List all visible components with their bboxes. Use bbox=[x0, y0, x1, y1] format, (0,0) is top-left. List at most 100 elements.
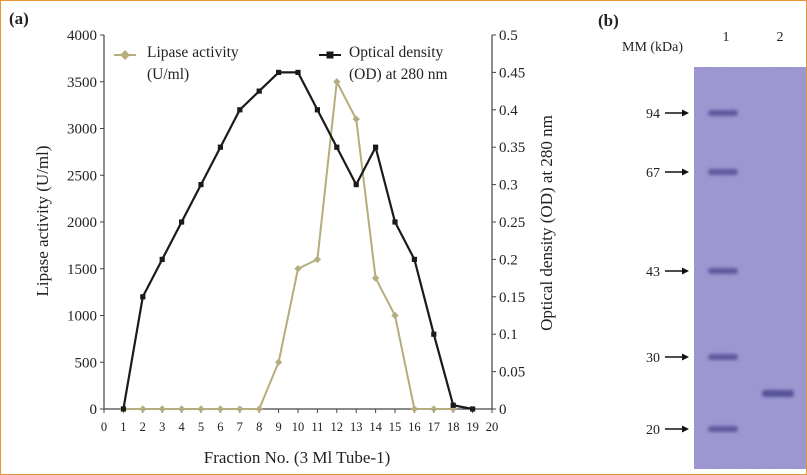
marker-label: 94 bbox=[646, 107, 660, 122]
legend-label-lipase-line2: (U/ml) bbox=[147, 66, 189, 83]
x-tick-label: 17 bbox=[428, 420, 441, 434]
marker-label: 67 bbox=[646, 166, 660, 181]
series-line-lipase bbox=[123, 80, 454, 410]
data-point-lipase bbox=[197, 405, 205, 413]
x-tick-label: 3 bbox=[159, 420, 165, 434]
data-point-od bbox=[217, 144, 223, 150]
left-tick-label: 3500 bbox=[67, 75, 97, 91]
data-point-od bbox=[295, 69, 301, 75]
left-tick-label: 2000 bbox=[67, 215, 97, 231]
x-tick-label: 0 bbox=[101, 420, 107, 434]
legend-item-lipase: Lipase activity (U/ml) bbox=[114, 44, 239, 83]
y-left-axis-title: Lipase activity (U/ml) bbox=[33, 145, 52, 296]
marker-arrowhead bbox=[682, 168, 689, 176]
legend-label-lipase-line1: Lipase activity bbox=[147, 44, 239, 61]
data-point-lipase bbox=[430, 405, 438, 413]
data-point-od bbox=[237, 107, 243, 113]
right-tick-label: 0.1 bbox=[499, 327, 518, 343]
data-point-lipase bbox=[352, 115, 360, 123]
data-point-od bbox=[470, 406, 476, 412]
marker-arrowhead bbox=[682, 353, 689, 361]
right-tick-label: 0.5 bbox=[499, 28, 518, 44]
right-tick-label: 0.05 bbox=[499, 365, 525, 381]
left-tick-label: 500 bbox=[75, 355, 98, 371]
data-point-lipase bbox=[177, 405, 186, 413]
right-tick-label: 0.4 bbox=[499, 103, 518, 119]
data-point-lipase bbox=[255, 405, 263, 413]
data-point-od bbox=[353, 182, 359, 188]
x-tick-label: 6 bbox=[217, 420, 223, 434]
x-tick-label: 2 bbox=[140, 420, 146, 434]
data-point-od bbox=[159, 256, 165, 262]
x-tick-label: 19 bbox=[466, 420, 479, 434]
x-tick-label: 9 bbox=[275, 420, 281, 434]
left-tick-label: 1000 bbox=[67, 309, 97, 325]
marker-band bbox=[708, 110, 738, 116]
data-point-od bbox=[256, 88, 262, 94]
left-tick-label: 2500 bbox=[67, 168, 97, 184]
left-axis-ticks: 0 500 1000 1500 2000 2500 3000 3500 4000 bbox=[67, 28, 104, 418]
x-tick-label: 8 bbox=[256, 420, 262, 434]
gel-texture bbox=[694, 67, 806, 469]
data-point-od bbox=[276, 69, 282, 75]
data-point-od bbox=[120, 406, 126, 412]
marker-band bbox=[708, 169, 738, 175]
sample-band-lane-2 bbox=[762, 390, 794, 397]
right-axis-ticks: 0 0.05 0.1 0.15 0.2 0.25 0.3 0.35 0.4 0.45 0.5 bbox=[492, 28, 525, 418]
marker-label: 30 bbox=[646, 351, 660, 366]
data-point-lipase bbox=[371, 274, 380, 282]
data-point-lipase bbox=[294, 265, 302, 273]
right-tick-label: 0.25 bbox=[499, 215, 525, 231]
x-axis-ticks: 0 1 2 3 4 5 6 7 8 9 10 11 12 13 14 15 16 17 18 19 20 bbox=[101, 409, 498, 434]
x-tick-label: 5 bbox=[198, 420, 204, 434]
x-tick-label: 11 bbox=[311, 420, 323, 434]
x-tick-label: 18 bbox=[447, 420, 460, 434]
legend: Lipase activity (U/ml) Optical density (… bbox=[114, 44, 448, 83]
right-tick-label: 0.3 bbox=[499, 178, 518, 194]
data-point-od bbox=[431, 331, 437, 337]
x-tick-label: 4 bbox=[178, 420, 185, 434]
panel-b-label: (b) bbox=[598, 11, 619, 30]
data-point-od bbox=[140, 294, 146, 300]
right-tick-label: 0.2 bbox=[499, 252, 518, 268]
marker-band bbox=[708, 354, 738, 360]
data-point-od bbox=[314, 107, 320, 113]
x-tick-label: 14 bbox=[369, 420, 382, 434]
data-point-od bbox=[411, 256, 417, 262]
lane-label-1: 1 bbox=[723, 30, 730, 45]
lipase-od-chart: 0 500 1000 1500 2000 2500 3000 3500 4000 0 0.05 0.… bbox=[33, 28, 556, 467]
left-tick-label: 0 bbox=[90, 402, 98, 418]
data-point-od bbox=[179, 219, 185, 225]
series-line-od bbox=[122, 71, 473, 411]
right-tick-label: 0.45 bbox=[499, 65, 525, 81]
data-point-od bbox=[373, 144, 379, 150]
gel-bands bbox=[708, 110, 794, 432]
data-point-lipase bbox=[236, 405, 244, 413]
right-tick-label: 0.35 bbox=[499, 140, 525, 156]
data-point-od bbox=[392, 219, 398, 225]
marker-arrowhead bbox=[682, 109, 689, 117]
left-tick-label: 4000 bbox=[67, 28, 97, 44]
marker-labels: 94 67 43 30 20 bbox=[646, 107, 689, 438]
left-tick-label: 3000 bbox=[67, 122, 97, 138]
right-tick-label: 0.15 bbox=[499, 290, 525, 306]
x-tick-label: 15 bbox=[389, 420, 402, 434]
data-point-lipase bbox=[391, 311, 399, 320]
marker-label: 20 bbox=[646, 423, 660, 438]
legend-item-od: Optical density (OD) at 280 nm bbox=[319, 44, 448, 83]
data-point-od bbox=[334, 144, 340, 150]
marker-heading: MM (kDa) bbox=[622, 40, 683, 55]
marker-band bbox=[708, 426, 738, 432]
legend-marker-od bbox=[326, 51, 334, 59]
legend-label-od-line1: Optical density bbox=[349, 44, 444, 61]
x-tick-label: 13 bbox=[350, 420, 363, 434]
data-point-lipase bbox=[333, 78, 341, 86]
marker-band bbox=[708, 268, 738, 274]
left-tick-label: 1500 bbox=[67, 262, 97, 278]
marker-label: 43 bbox=[646, 265, 660, 280]
x-axis-title: Fraction No. (3 Ml Tube-1) bbox=[204, 448, 391, 467]
x-tick-label: 12 bbox=[331, 420, 344, 434]
data-point-od bbox=[450, 402, 456, 408]
